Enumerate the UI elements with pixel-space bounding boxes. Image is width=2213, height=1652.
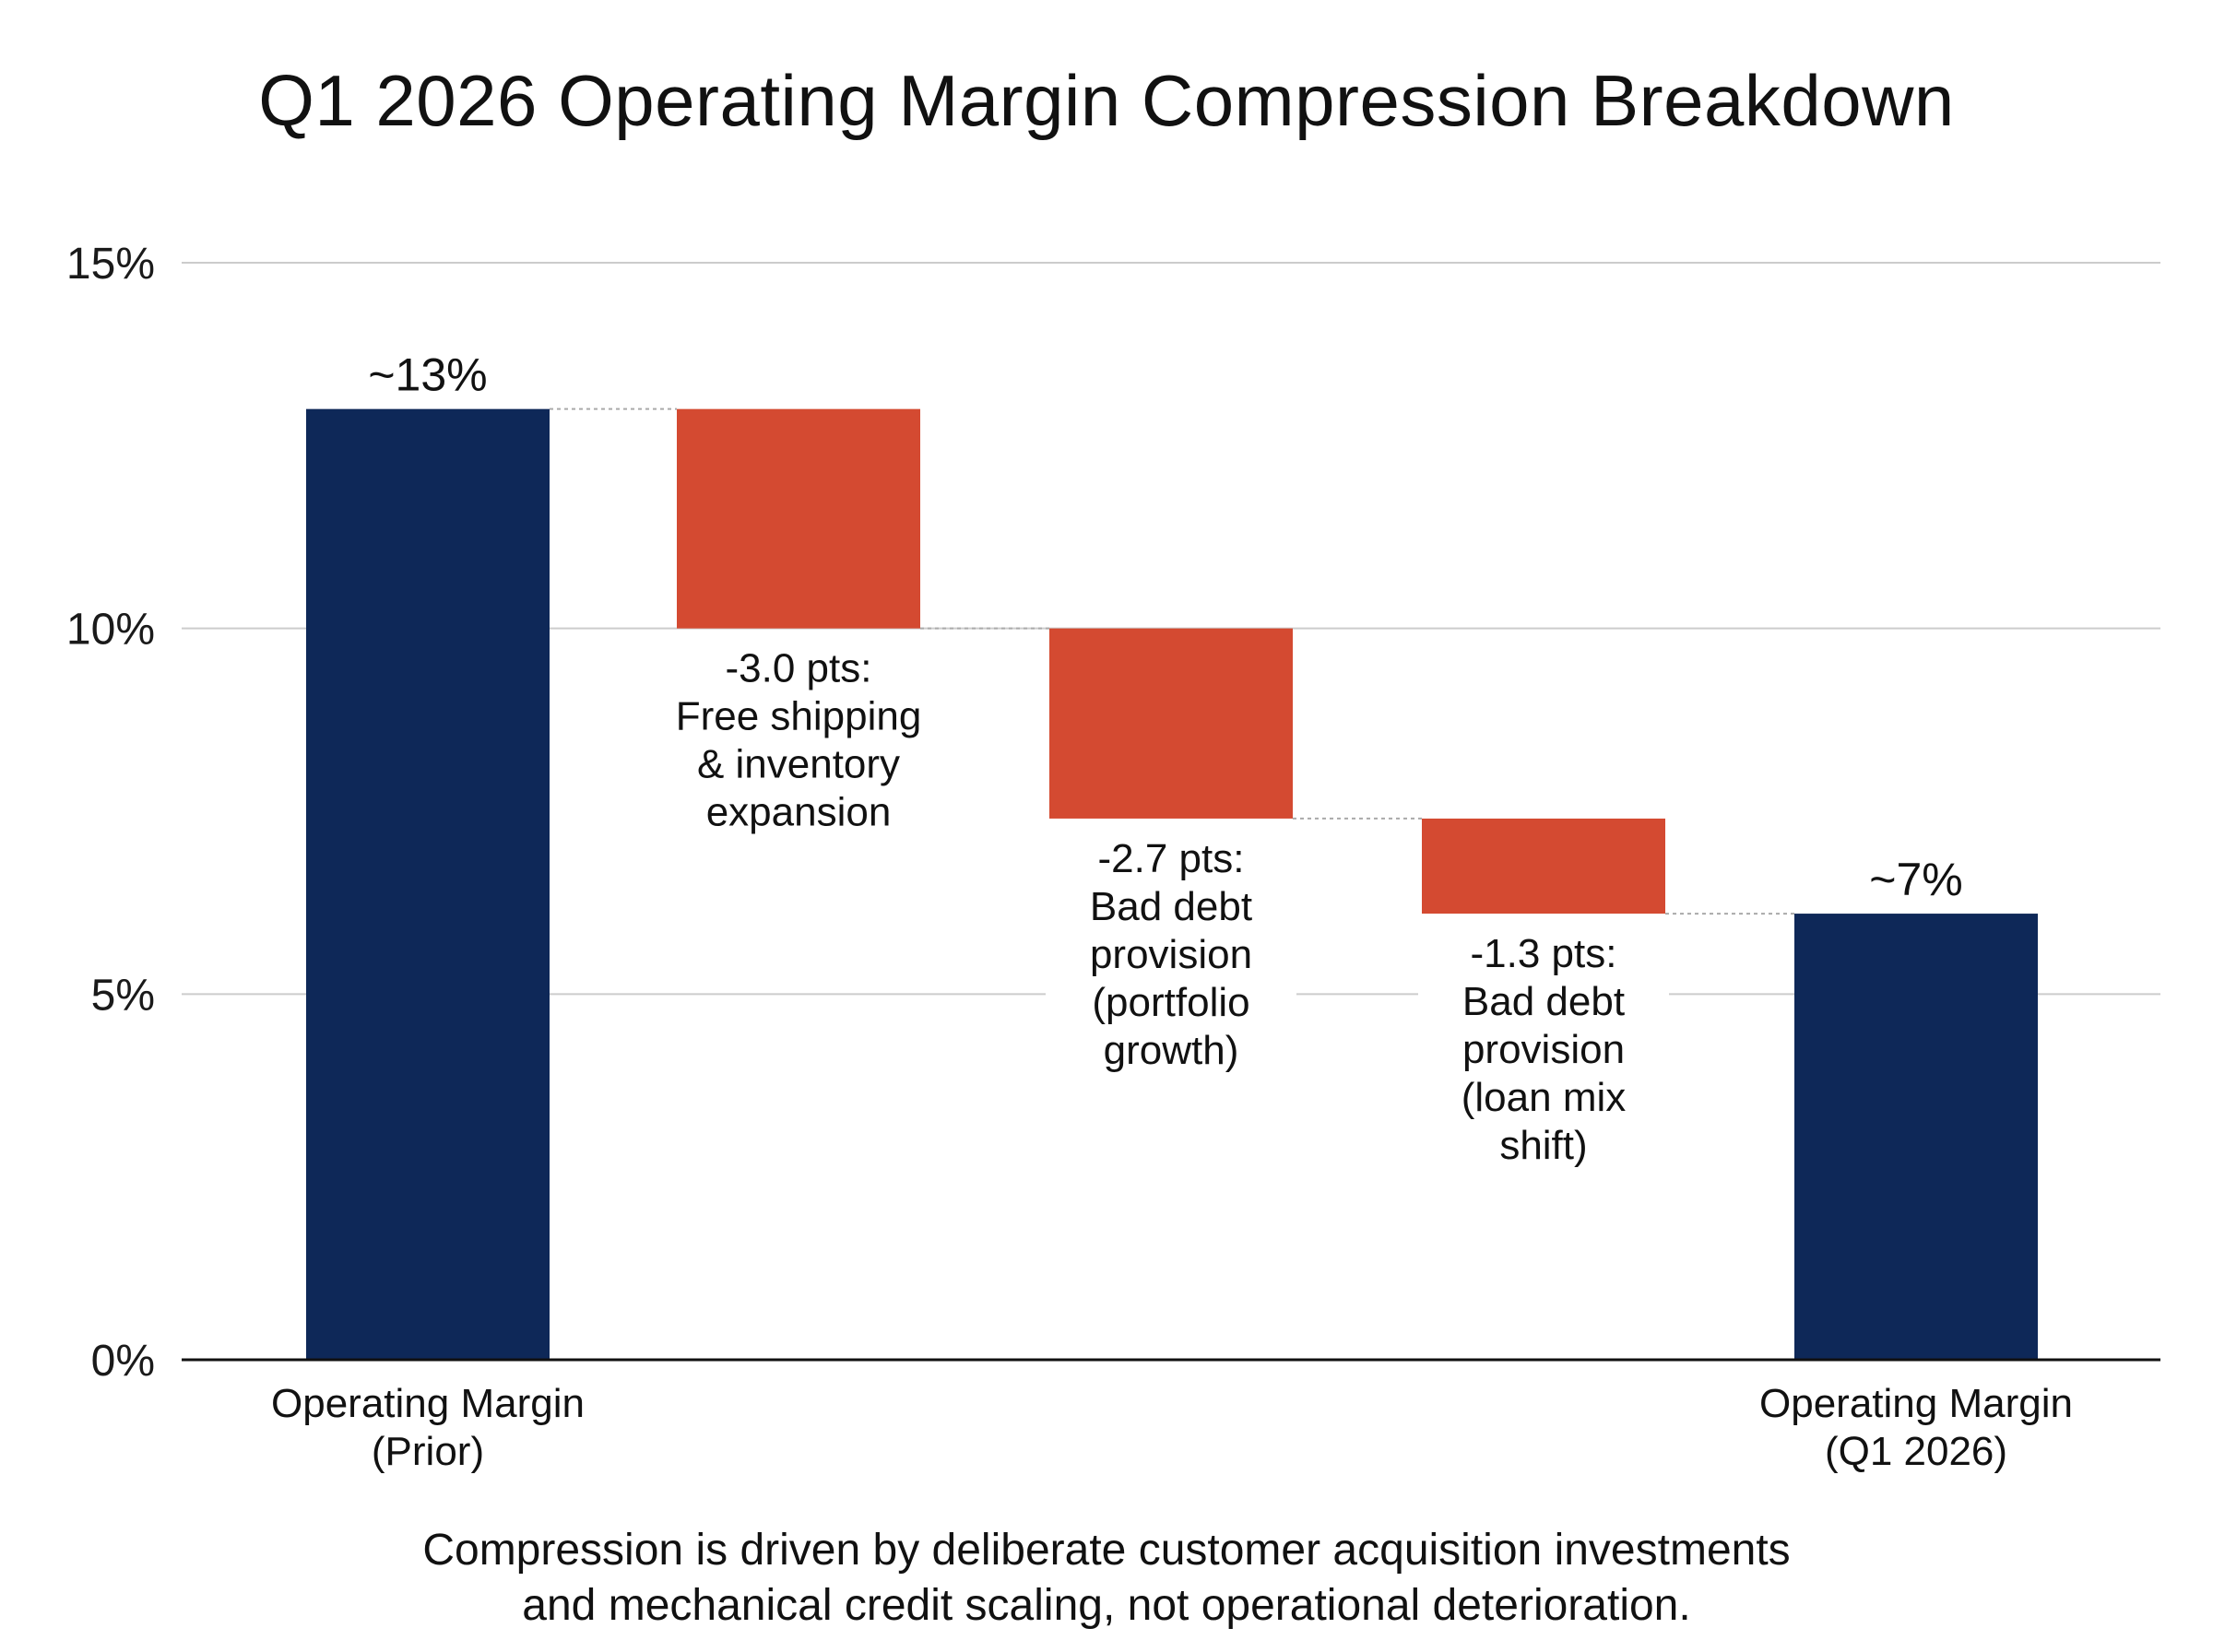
footnote-line: Compression is driven by deliberate cust… <box>422 1526 1791 1575</box>
total-bar <box>1794 914 2038 1360</box>
total-value-label: ~13% <box>368 349 487 401</box>
category-label-line: (Q1 2026) <box>1825 1429 2007 1474</box>
category-label-line: Operating Margin <box>1759 1381 2073 1426</box>
x-axis-category-labels: Operating Margin(Prior)Operating Margin(… <box>271 1381 2073 1474</box>
change-label-line: -1.3 pts: <box>1471 931 1617 976</box>
change-label-line: provision <box>1462 1027 1625 1072</box>
change-label-line: (loan mix <box>1462 1075 1627 1120</box>
change-label-line: provision <box>1090 932 1252 977</box>
bars <box>306 408 2038 1361</box>
category-label-line: (Prior) <box>372 1429 484 1474</box>
y-tick-label: 0% <box>91 1337 155 1386</box>
data-labels: ~13% -3.0 pts:Free shipping& inventoryexp… <box>368 349 1962 1168</box>
change-label-line: -3.0 pts: <box>726 646 872 691</box>
change-label-line: shift) <box>1499 1123 1587 1168</box>
label-background <box>673 641 924 848</box>
total-bar <box>306 408 550 1361</box>
change-label-line: -2.7 pts: <box>1098 836 1245 881</box>
y-tick-label: 5% <box>91 971 155 1020</box>
change-label-line: Bad debt <box>1090 884 1252 929</box>
decrease-bar <box>1049 628 1293 819</box>
y-tick-label: 15% <box>66 240 155 289</box>
footnote: Compression is driven by deliberate cust… <box>184 1523 2029 1634</box>
connector-lines <box>550 407 1794 1182</box>
category-label-line: Operating Margin <box>271 1381 585 1426</box>
y-tick-label: 10% <box>66 606 155 655</box>
change-label-line: & inventory <box>697 742 900 787</box>
footnote-line: and mechanical credit scaling, not opera… <box>522 1581 1691 1630</box>
label-background <box>1418 926 1669 1182</box>
decrease-bar <box>1422 818 1665 914</box>
change-label-line: expansion <box>706 790 892 835</box>
chart-title: Q1 2026 Operating Margin Compression Bre… <box>258 60 1955 141</box>
total-value-label: ~7% <box>1869 854 1962 905</box>
label-background <box>1046 831 1296 1086</box>
change-label-line: growth) <box>1104 1028 1239 1073</box>
y-axis-tick-labels: 0% 5% 10% 15% <box>66 240 155 1386</box>
change-label-line: Bad debt <box>1462 979 1625 1024</box>
change-label-line: Free shipping <box>676 694 922 739</box>
change-label-line: (portfolio <box>1092 980 1249 1025</box>
decrease-bar <box>677 408 920 629</box>
